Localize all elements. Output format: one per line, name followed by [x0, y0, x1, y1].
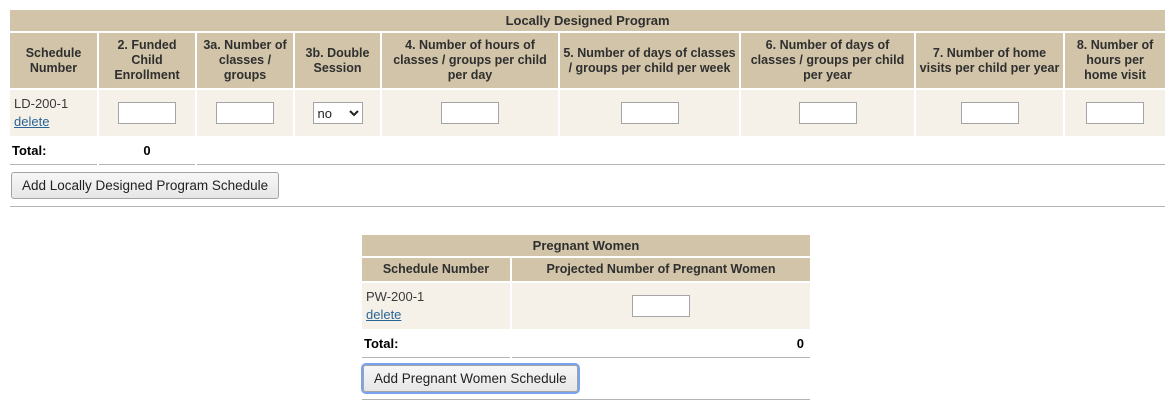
locally-designed-program-title: Locally Designed Program	[10, 10, 1166, 31]
col-header-projected-number-of-pregnant-women: Projected Number of Pregnant Women	[511, 258, 810, 281]
col-header-hours-per-home-visit: 8. Number of hours per home visit	[1065, 33, 1166, 88]
col-header-number-of-classes: 3a. Number of classes / groups	[197, 33, 293, 88]
locally-designed-program-table: Locally Designed Program Schedule Number…	[8, 8, 1167, 209]
projected-number-cell	[511, 283, 810, 329]
days-per-child-per-year-cell	[741, 90, 914, 136]
total-row: Total: 0	[361, 331, 810, 358]
total-row-spacer	[197, 138, 1166, 165]
number-of-classes-input[interactable]	[216, 102, 274, 124]
home-visits-per-child-per-year-input[interactable]	[960, 102, 1019, 124]
add-locally-designed-program-schedule-button[interactable]: Add Locally Designed Program Schedule	[11, 172, 280, 199]
delete-link[interactable]: delete	[365, 307, 402, 322]
column-header-row: Schedule Number Projected Number of Preg…	[361, 258, 810, 281]
add-pregnant-women-schedule-button[interactable]: Add Pregnant Women Schedule	[362, 365, 578, 392]
column-header-row: Schedule Number 2. Funded Child Enrollme…	[10, 33, 1166, 88]
col-header-days-per-child-per-year: 6. Number of days of classes / groups pe…	[741, 33, 914, 88]
schedule-number: LD-200-1	[14, 96, 69, 112]
delete-link[interactable]: delete	[14, 114, 50, 129]
table-title-row: Locally Designed Program	[10, 10, 1166, 31]
table-row: PW-200-1 delete	[361, 283, 810, 329]
add-schedule-button-row: Add Pregnant Women Schedule	[361, 360, 810, 400]
table-title-row: Pregnant Women	[361, 235, 810, 256]
pregnant-women-title: Pregnant Women	[361, 235, 810, 256]
col-header-hours-per-child-per-day: 4. Number of hours of classes / groups p…	[382, 33, 558, 88]
total-row: Total: 0	[10, 138, 1166, 165]
schedule-number-cell: LD-200-1 delete	[10, 90, 97, 136]
double-session-cell: no	[295, 90, 380, 136]
col-header-home-visits-per-child-per-year: 7. Number of home visits per child per y…	[916, 33, 1063, 88]
home-visits-per-child-per-year-cell	[916, 90, 1063, 136]
hours-per-child-per-day-cell	[382, 90, 558, 136]
pregnant-women-table: Pregnant Women Schedule Number Projected…	[360, 233, 812, 402]
col-header-schedule-number: Schedule Number	[10, 33, 97, 88]
add-schedule-button-row: Add Locally Designed Program Schedule	[10, 167, 1166, 207]
col-header-double-session: 3b. Double Session	[295, 33, 380, 88]
total-value: 0	[99, 138, 195, 165]
total-label: Total:	[10, 138, 97, 165]
funded-child-enrollment-cell	[99, 90, 195, 136]
hours-per-home-visit-input[interactable]	[1086, 102, 1145, 124]
projected-number-of-pregnant-women-input[interactable]	[631, 295, 690, 317]
funded-child-enrollment-input[interactable]	[118, 102, 176, 124]
col-header-funded-child-enrollment: 2. Funded Child Enrollment	[99, 33, 195, 88]
days-per-child-per-week-input[interactable]	[620, 102, 679, 124]
total-label: Total:	[361, 331, 510, 358]
number-of-classes-cell	[197, 90, 293, 136]
hours-per-home-visit-cell	[1065, 90, 1166, 136]
double-session-select[interactable]: no	[312, 102, 363, 124]
days-per-child-per-week-cell	[560, 90, 739, 136]
table-row: LD-200-1 delete no	[10, 90, 1166, 136]
schedule-number-cell: PW-200-1 delete	[361, 283, 510, 329]
col-header-days-per-child-per-week: 5. Number of days of classes / groups pe…	[560, 33, 739, 88]
schedule-number: PW-200-1	[365, 289, 425, 305]
total-value: 0	[511, 331, 810, 358]
hours-per-child-per-day-input[interactable]	[441, 102, 499, 124]
col-header-pw-schedule-number: Schedule Number	[361, 258, 510, 281]
days-per-child-per-year-input[interactable]	[798, 102, 857, 124]
